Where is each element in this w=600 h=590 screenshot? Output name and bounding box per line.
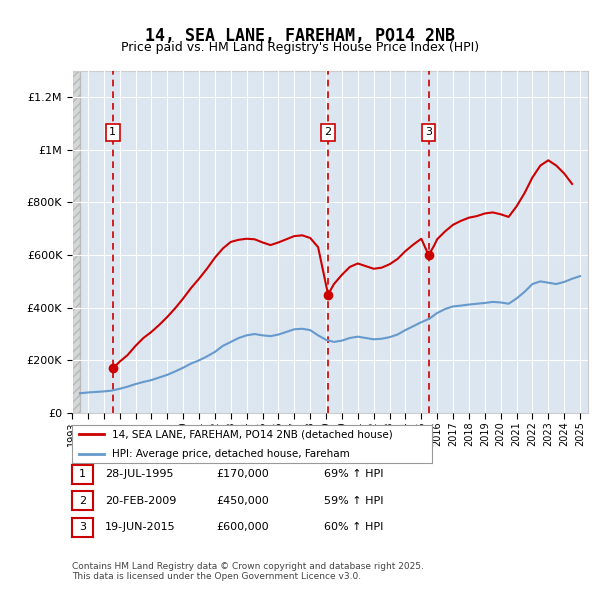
Text: £600,000: £600,000 [216, 523, 269, 532]
Text: 20-FEB-2009: 20-FEB-2009 [105, 496, 176, 506]
Text: Contains HM Land Registry data © Crown copyright and database right 2025.
This d: Contains HM Land Registry data © Crown c… [72, 562, 424, 581]
Text: 2: 2 [79, 496, 86, 506]
Text: HPI: Average price, detached house, Fareham: HPI: Average price, detached house, Fare… [112, 448, 349, 458]
Text: 19-JUN-2015: 19-JUN-2015 [105, 523, 176, 532]
Text: Price paid vs. HM Land Registry's House Price Index (HPI): Price paid vs. HM Land Registry's House … [121, 41, 479, 54]
Text: 3: 3 [425, 127, 432, 137]
Text: 1: 1 [79, 470, 86, 479]
Text: 60% ↑ HPI: 60% ↑ HPI [324, 523, 383, 532]
Text: 14, SEA LANE, FAREHAM, PO14 2NB: 14, SEA LANE, FAREHAM, PO14 2NB [145, 27, 455, 45]
Text: 3: 3 [79, 523, 86, 532]
Text: 1: 1 [109, 127, 116, 137]
Text: £170,000: £170,000 [216, 470, 269, 479]
Text: 14, SEA LANE, FAREHAM, PO14 2NB (detached house): 14, SEA LANE, FAREHAM, PO14 2NB (detache… [112, 430, 392, 440]
Text: 2: 2 [325, 127, 332, 137]
Text: 59% ↑ HPI: 59% ↑ HPI [324, 496, 383, 506]
Text: 28-JUL-1995: 28-JUL-1995 [105, 470, 173, 479]
Text: £450,000: £450,000 [216, 496, 269, 506]
Text: 69% ↑ HPI: 69% ↑ HPI [324, 470, 383, 479]
